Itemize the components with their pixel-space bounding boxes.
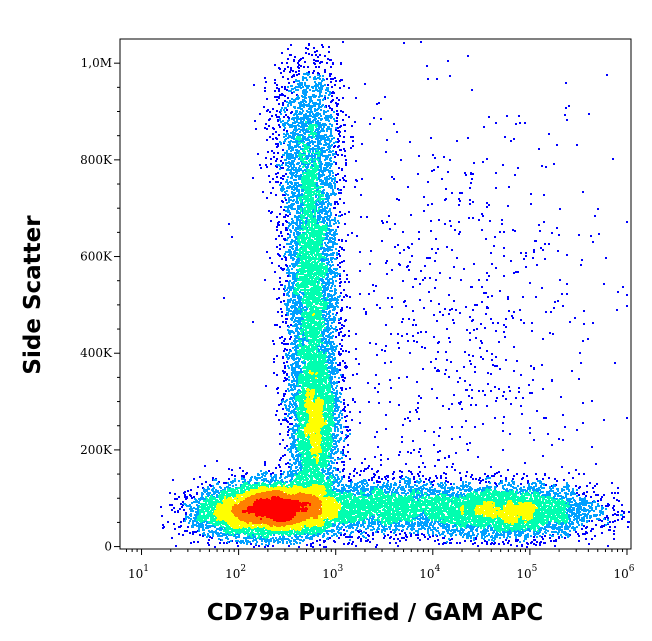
x-tick-label: 103: [322, 564, 343, 581]
x-tick-label: 101: [128, 564, 149, 581]
y-axis: 0 200K 400K 600K 800K 1,0M: [80, 39, 121, 554]
x-tick-label: 105: [516, 564, 537, 581]
density-dots-level-5: [242, 496, 311, 522]
y-tick-label: 400K: [80, 346, 113, 360]
y-tick-label: 1,0M: [81, 56, 112, 70]
data-points: [160, 41, 630, 548]
y-tick-label: 200K: [80, 443, 113, 457]
density-dots-level-0: [160, 41, 630, 548]
density-dots-level-2: [196, 121, 570, 539]
y-tick-label: 0: [104, 540, 112, 554]
density-dots-level-3: [213, 313, 538, 531]
x-tick-label: 104: [419, 564, 440, 581]
x-tick-label: 106: [613, 564, 634, 581]
y-tick-label: 600K: [80, 250, 113, 264]
density-dots-level-1: [183, 72, 623, 546]
x-tick-label: 102: [225, 564, 246, 581]
plot-frame: [119, 38, 632, 550]
x-axis: 101 102 103 104 105 106: [120, 548, 635, 581]
x-axis-title: CD79a Purified / GAM APC: [207, 600, 544, 626]
density-dots-level-4: [231, 490, 322, 527]
y-tick-label: 800K: [80, 153, 113, 167]
y-axis-title: Side Scatter: [20, 215, 46, 375]
